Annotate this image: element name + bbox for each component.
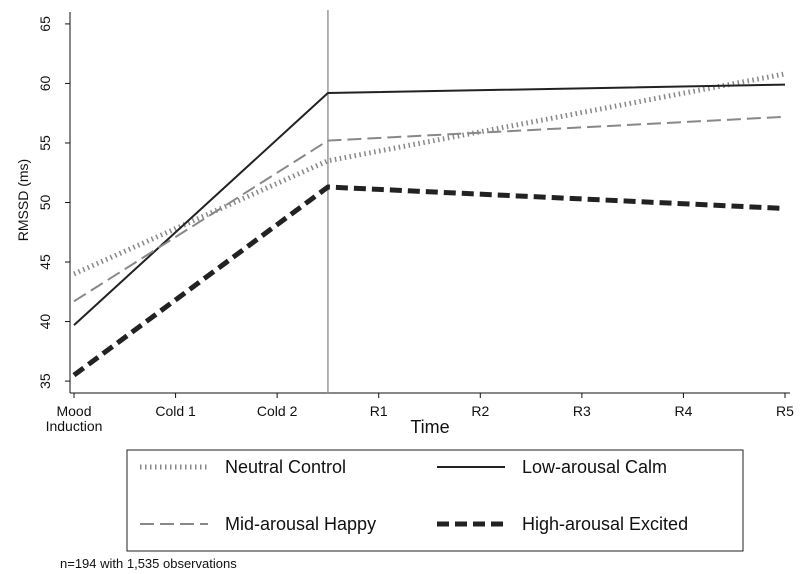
x-tick-label: R3 (573, 403, 591, 419)
sample-size-note: n=194 with 1,535 observations (60, 556, 237, 571)
x-axis-title: Time (410, 417, 449, 437)
y-tick-label: 55 (37, 135, 53, 151)
y-tick-label: 40 (37, 314, 53, 330)
y-tick-label: 45 (37, 254, 53, 270)
legend-label: Neutral Control (225, 457, 346, 477)
x-tick-label: R2 (471, 403, 489, 419)
x-tick-label: Cold 2 (257, 403, 298, 419)
x-tick-label: R4 (674, 403, 692, 419)
y-tick-label: 35 (37, 373, 53, 389)
x-tick-label: Induction (46, 418, 103, 434)
y-tick-label: 65 (37, 16, 53, 32)
y-axis-title: RMSSD (ms) (15, 159, 31, 241)
series-line (73, 115, 786, 303)
legend-box (126, 449, 744, 552)
legend-label: Low-arousal Calm (522, 457, 667, 477)
x-tick-label: Mood (56, 403, 91, 419)
y-tick-label: 50 (37, 195, 53, 211)
x-tick-label: R5 (776, 403, 794, 419)
legend-label: Mid-arousal Happy (225, 514, 376, 534)
legend-label: High-arousal Excited (522, 514, 688, 534)
legend: Neutral Control Low-arousal Calm Mid-arous… (140, 457, 688, 534)
x-tick-label: Cold 1 (155, 403, 196, 419)
x-tick-label: R1 (370, 403, 388, 419)
series-line (72, 184, 786, 378)
y-tick-label: 60 (37, 75, 53, 91)
